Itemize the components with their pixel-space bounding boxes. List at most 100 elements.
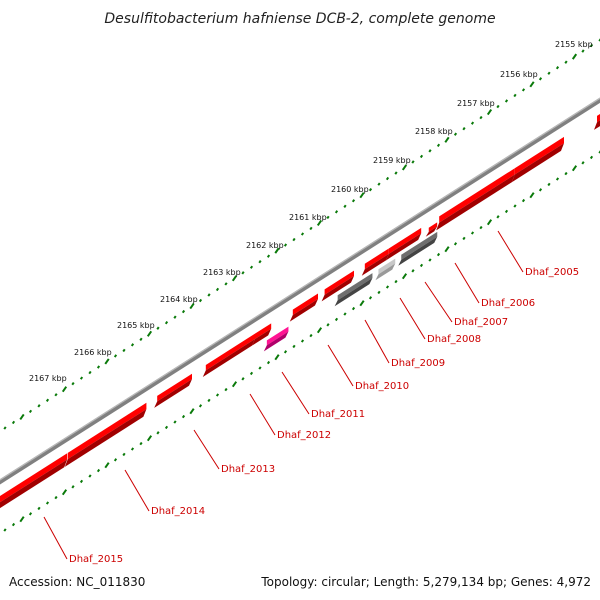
minor-tick bbox=[28, 512, 33, 516]
gene-feature-top[interactable] bbox=[157, 373, 192, 402]
gene-label[interactable]: Dhaf_2013 bbox=[221, 464, 275, 475]
scale-label: 2162 kbp bbox=[246, 241, 284, 250]
gene-feature-side[interactable] bbox=[0, 459, 68, 510]
minor-tick bbox=[470, 231, 475, 235]
gene-feature-top[interactable] bbox=[292, 293, 318, 315]
gene-feature-side[interactable] bbox=[289, 298, 318, 322]
minor-tick bbox=[164, 321, 169, 325]
gene-leader-line bbox=[399, 297, 426, 340]
major-tick bbox=[104, 358, 110, 365]
gene-feature-side[interactable] bbox=[398, 236, 438, 266]
gene-feature-side[interactable] bbox=[436, 174, 515, 231]
minor-tick bbox=[292, 237, 296, 242]
major-tick bbox=[486, 219, 493, 226]
minor-tick bbox=[283, 243, 288, 247]
minor-tick bbox=[309, 333, 313, 338]
gene-feature-top[interactable] bbox=[378, 258, 396, 275]
genome-summary-text: Topology: circular; Length: 5,279,134 bp… bbox=[260, 575, 591, 589]
minor-tick bbox=[11, 420, 16, 425]
minor-tick bbox=[139, 441, 143, 446]
gene-feature-side[interactable] bbox=[154, 379, 192, 408]
gene-feature-side[interactable] bbox=[321, 276, 354, 302]
minor-tick bbox=[37, 404, 41, 408]
scale-label: 2165 kbp bbox=[117, 321, 155, 330]
minor-tick bbox=[215, 393, 220, 397]
gene-feature-side[interactable] bbox=[334, 278, 373, 307]
gene-feature-top[interactable] bbox=[388, 227, 422, 254]
major-tick bbox=[189, 408, 195, 415]
major-tick bbox=[401, 164, 408, 171]
gene-feature-side[interactable] bbox=[385, 233, 422, 261]
minor-tick bbox=[139, 337, 143, 341]
minor-tick bbox=[181, 414, 186, 419]
minor-tick bbox=[88, 370, 92, 375]
minor-tick bbox=[411, 269, 415, 273]
gene-feature-top[interactable] bbox=[266, 326, 289, 346]
gene-label[interactable]: Dhaf_2011 bbox=[311, 409, 365, 420]
gene-feature-side[interactable] bbox=[425, 226, 438, 237]
major-tick bbox=[359, 192, 365, 199]
gene-label[interactable]: Dhaf_2009 bbox=[391, 358, 445, 369]
gene-feature-side[interactable] bbox=[202, 339, 255, 377]
minor-tick bbox=[130, 447, 135, 451]
gene-label[interactable]: Dhaf_2010 bbox=[355, 381, 409, 392]
gene-label[interactable]: Dhaf_2007 bbox=[454, 317, 508, 328]
gene-leader-line bbox=[364, 319, 390, 364]
scale-label: 2163 kbp bbox=[203, 268, 241, 277]
scale-label: 2160 kbp bbox=[331, 185, 369, 194]
minor-tick bbox=[470, 121, 475, 125]
minor-tick bbox=[71, 485, 75, 489]
gene-feature-side[interactable] bbox=[361, 253, 389, 276]
scale-label: 2166 kbp bbox=[74, 348, 112, 357]
gene-feature-top[interactable] bbox=[0, 453, 68, 503]
major-tick bbox=[231, 381, 238, 388]
gene-label[interactable]: Dhaf_2008 bbox=[427, 334, 481, 345]
minor-tick bbox=[215, 287, 220, 292]
gene-feature-side[interactable] bbox=[263, 331, 289, 352]
gene-feature-top[interactable] bbox=[364, 248, 389, 270]
gene-label[interactable]: Dhaf_2014 bbox=[151, 506, 205, 517]
minor-tick bbox=[581, 49, 585, 53]
minor-tick bbox=[224, 282, 228, 286]
gene-feature-side[interactable] bbox=[375, 263, 396, 281]
minor-tick bbox=[113, 354, 118, 358]
minor-tick bbox=[300, 232, 305, 236]
gene-feature-side[interactable] bbox=[511, 143, 564, 183]
gene-feature-top[interactable] bbox=[401, 231, 438, 260]
gene-feature-top[interactable] bbox=[324, 270, 354, 295]
gene-feature-side[interactable] bbox=[64, 409, 147, 467]
gene-label[interactable]: Dhaf_2012 bbox=[277, 430, 331, 441]
minor-tick bbox=[122, 348, 126, 353]
minor-tick bbox=[207, 293, 211, 297]
gene-feature-top[interactable] bbox=[439, 168, 515, 223]
gene-feature-top[interactable] bbox=[205, 333, 255, 371]
scale-label: 2157 kbp bbox=[457, 99, 495, 108]
gene-label[interactable]: Dhaf_2006 bbox=[481, 298, 535, 309]
gene-feature-top[interactable] bbox=[428, 222, 438, 232]
minor-tick bbox=[428, 149, 432, 153]
gene-leader-line bbox=[281, 371, 310, 415]
minor-tick bbox=[156, 431, 160, 435]
minor-tick bbox=[88, 474, 92, 478]
minor-tick bbox=[3, 426, 7, 430]
minor-tick bbox=[241, 377, 245, 381]
gene-feature-top[interactable] bbox=[337, 273, 373, 301]
gene-feature-side[interactable] bbox=[252, 328, 272, 346]
minor-tick bbox=[504, 209, 509, 214]
map-title: Desulfitobacterium hafniense DCB-2, comp… bbox=[104, 11, 495, 27]
gene-feature-top[interactable] bbox=[597, 99, 600, 123]
minor-tick bbox=[377, 182, 381, 186]
minor-tick bbox=[377, 290, 381, 295]
gene-leader-line bbox=[193, 429, 220, 470]
gene-feature-side[interactable] bbox=[594, 105, 600, 130]
gene-label[interactable]: Dhaf_2005 bbox=[525, 267, 579, 278]
gene-label[interactable]: Dhaf_2015 bbox=[69, 554, 123, 565]
minor-tick bbox=[258, 366, 262, 370]
minor-tick bbox=[334, 317, 339, 322]
minor-tick bbox=[173, 420, 177, 424]
gene-feature-top[interactable] bbox=[67, 402, 147, 460]
gene-feature-top[interactable] bbox=[514, 136, 564, 175]
gene-feature-top[interactable] bbox=[255, 323, 272, 340]
minor-tick bbox=[343, 312, 347, 316]
minor-tick bbox=[37, 506, 41, 511]
